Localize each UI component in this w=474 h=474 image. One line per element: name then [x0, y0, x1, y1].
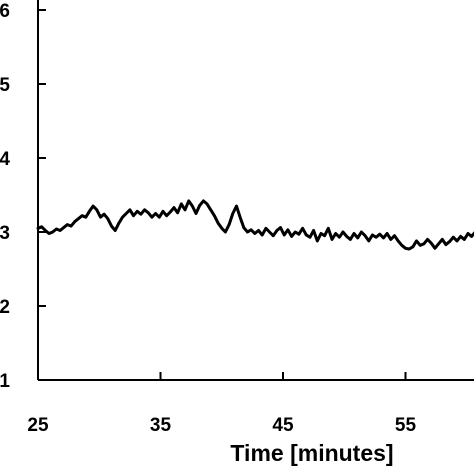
x-tick-label: 35	[150, 415, 172, 436]
y-tick-label: 5	[0, 75, 10, 96]
x-axis-label: Time [minutes]	[230, 440, 393, 466]
y-tick-label: 3	[0, 223, 10, 244]
x-tick-label: 45	[272, 415, 294, 436]
plot-axes	[37, 0, 474, 381]
y-tick-label: 6	[0, 1, 10, 22]
series-line	[36, 199, 474, 251]
x-tick-label: 25	[27, 415, 49, 436]
y-tick-label: 1	[0, 371, 10, 392]
series-group	[36, 199, 474, 251]
y-tick-label: 2	[0, 297, 10, 318]
tick-marks	[37, 9, 407, 381]
y-tick-label: 4	[0, 149, 10, 170]
x-tick-label: 55	[395, 415, 417, 436]
